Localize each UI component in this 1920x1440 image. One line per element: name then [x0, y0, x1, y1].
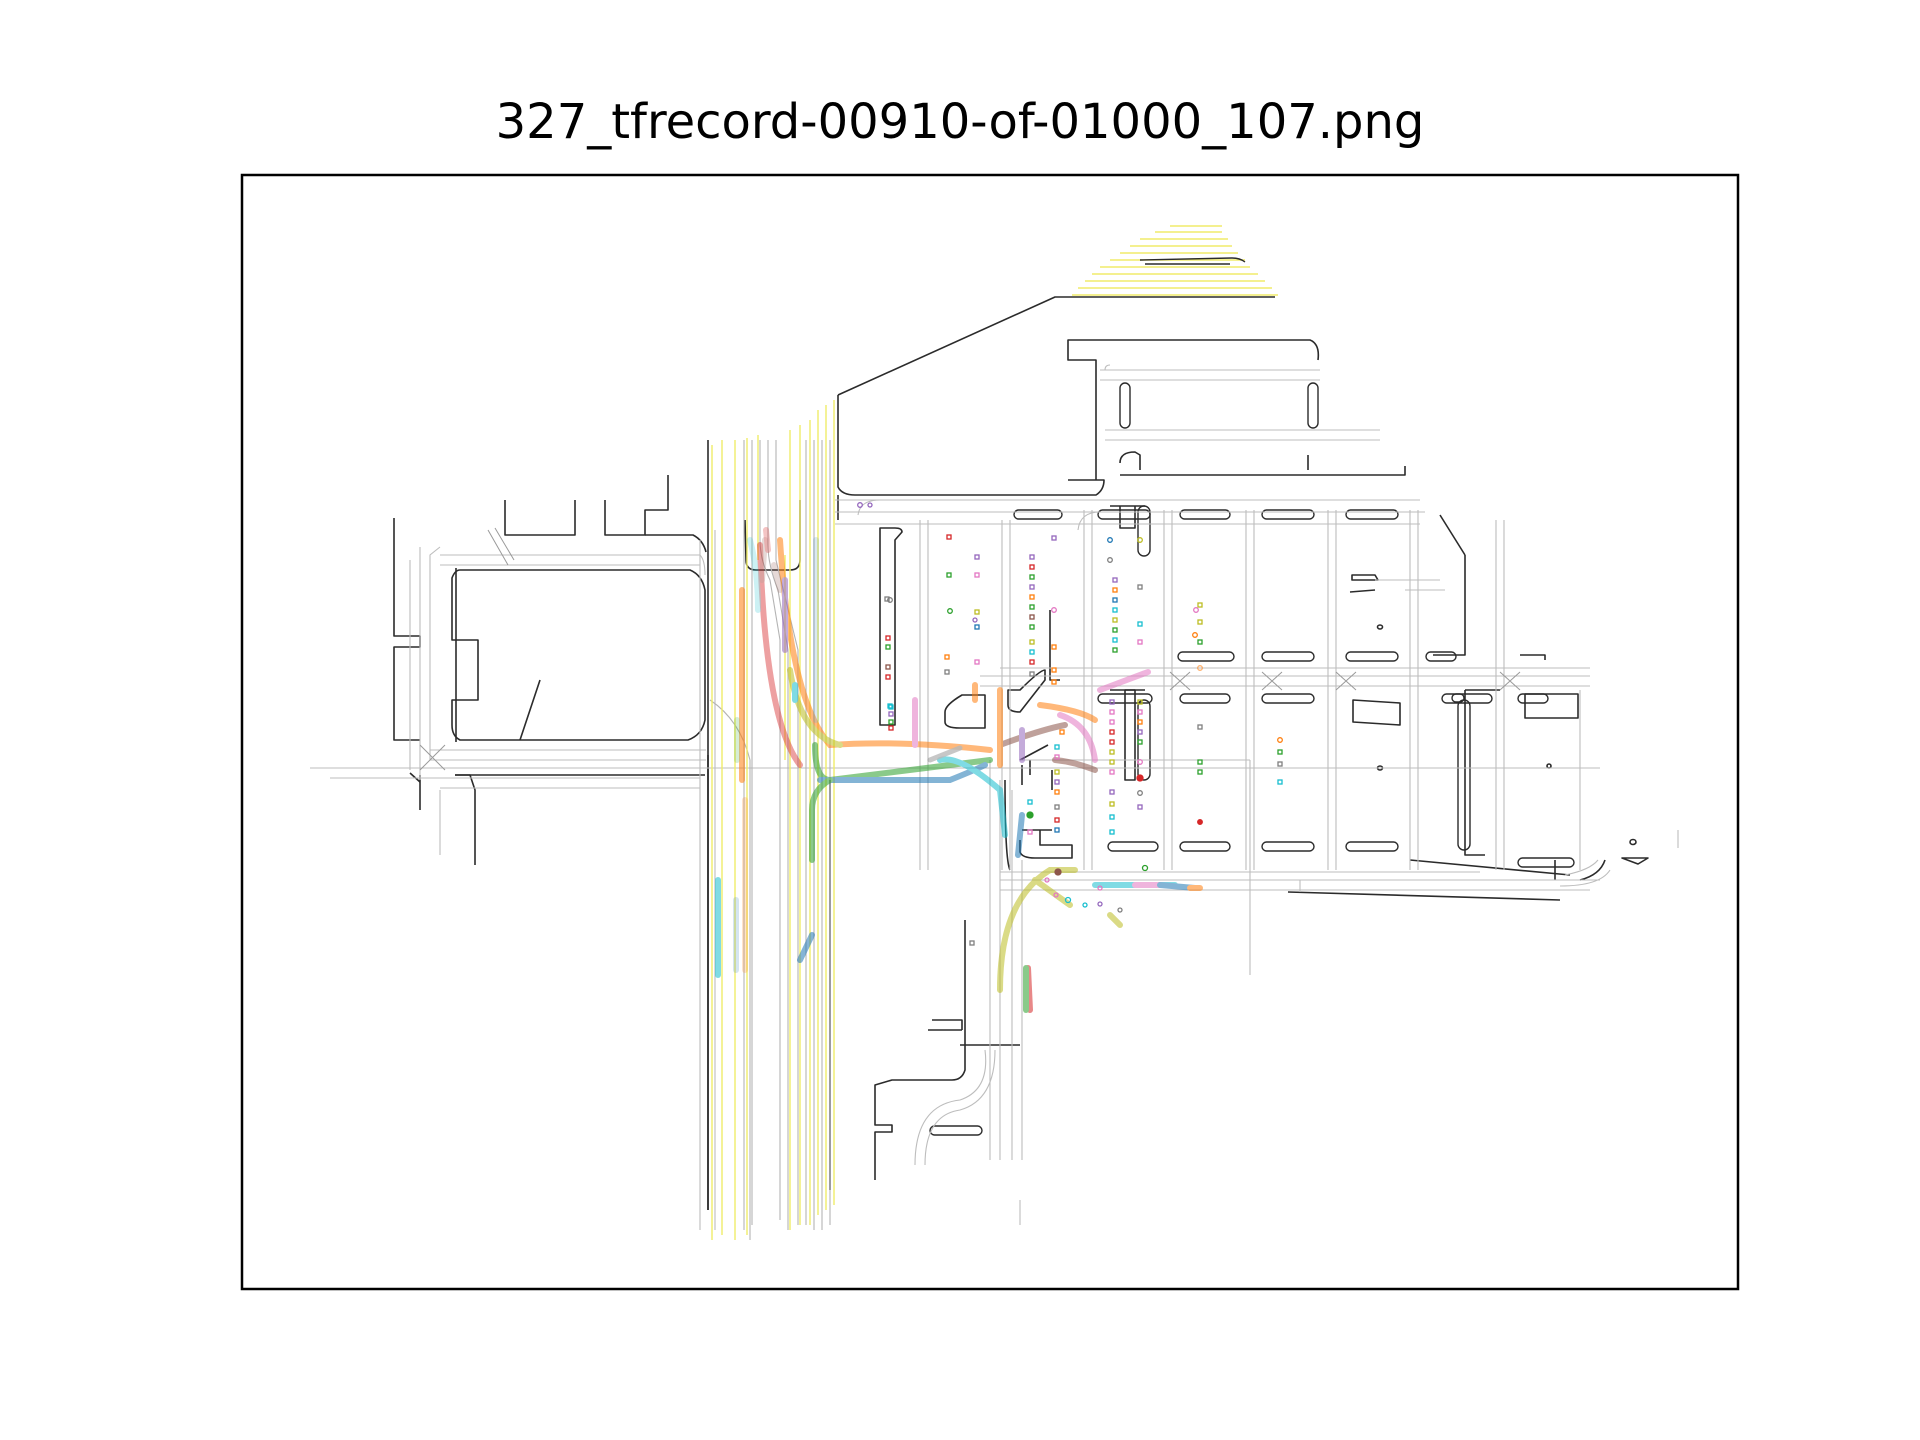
- track-olive-3: [1107, 912, 1123, 928]
- track-brown-1: [997, 722, 1068, 748]
- track-green-1: [787, 667, 843, 748]
- highway-lanes: [709, 440, 831, 1240]
- track-orange-7: [763, 527, 771, 553]
- plot-frame: [240, 173, 1740, 1291]
- track-blue-1: [817, 762, 988, 783]
- track-gray-1: [927, 745, 963, 763]
- lane-centers: [310, 364, 1679, 1230]
- trajectories: [715, 527, 1203, 1013]
- track-pink-4: [771, 562, 783, 593]
- track-salmon-1: [759, 537, 768, 583]
- track-blue-2: [1015, 812, 1025, 858]
- medians: [929, 382, 1575, 1136]
- track-green-3: [809, 777, 833, 863]
- track-brown-2: [1052, 757, 1098, 773]
- track-teal-3: [747, 537, 761, 613]
- track-teal-1: [937, 756, 1008, 838]
- top-fan-edges: [1139, 257, 1246, 265]
- agent-markers: [857, 502, 1283, 946]
- crosswalks: [419, 527, 1521, 771]
- yellow-lines: [711, 225, 1278, 1240]
- track-pink-2: [1097, 669, 1151, 693]
- track-olive-1: [997, 867, 1078, 993]
- track-olive-2: [1032, 877, 1073, 908]
- track-blue-6: [797, 932, 815, 963]
- figure-title: 327_tfrecord-00910-of-01000_107.png: [495, 94, 1425, 150]
- track-orange-2: [777, 537, 993, 753]
- track-pink-1: [1057, 712, 1098, 763]
- track-red-1: [757, 542, 803, 768]
- track-orange-3: [1037, 702, 1098, 723]
